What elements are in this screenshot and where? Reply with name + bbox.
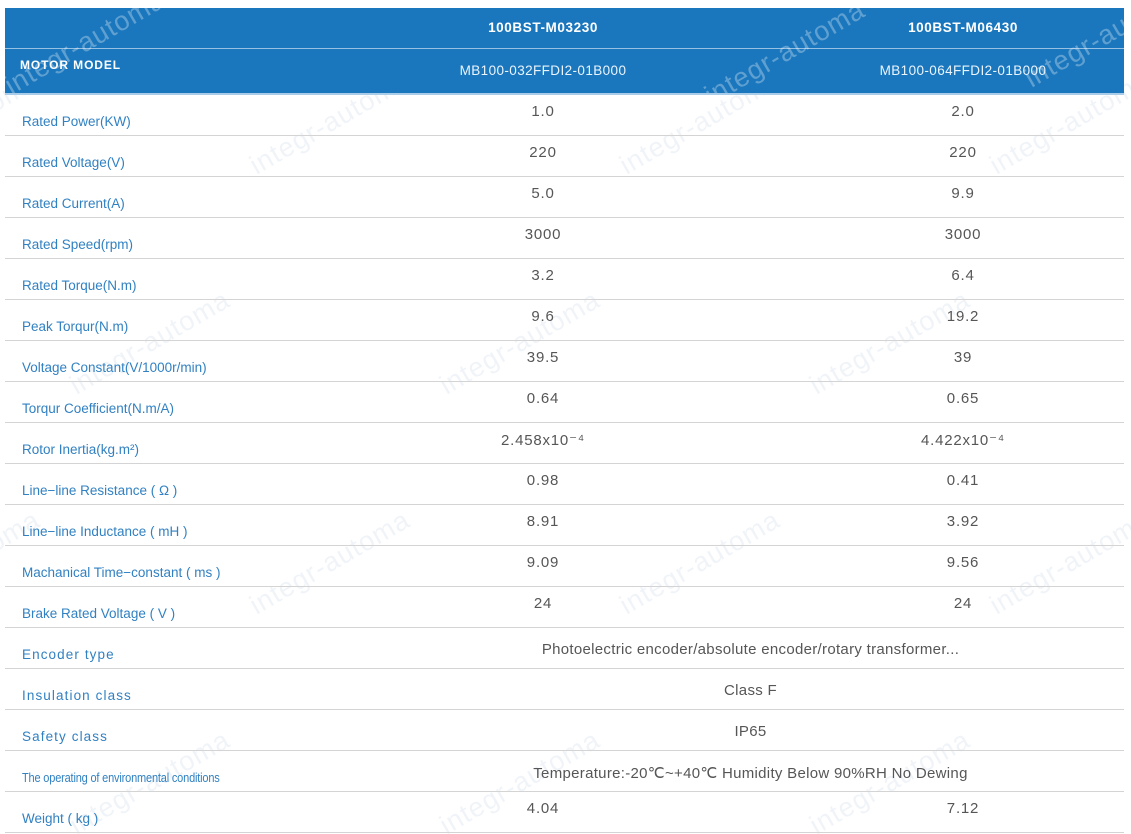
header-model-1: 100BST-M03230 xyxy=(488,20,598,35)
row-label: Brake Rated Voltage ( V ) xyxy=(22,606,176,621)
cell-value: 4.04 xyxy=(526,800,560,817)
row-label: Rated Current(A) xyxy=(22,196,125,211)
cell-value: 39 xyxy=(953,349,973,366)
cell-value: 3.92 xyxy=(946,513,980,530)
row-label: Rated Speed(rpm) xyxy=(22,237,134,252)
spec-rows: Rated Power(KW) 1.0 2.0 Rated Voltage(V) 220… xyxy=(5,95,1124,833)
table-row: Machanical Time−constant ( ms ) 9.09 9.56 xyxy=(5,546,1124,587)
cell-value: 8.91 xyxy=(526,513,560,530)
row-label: Encoder type xyxy=(22,647,115,662)
cell-value: 39.5 xyxy=(526,349,560,366)
cell-value: 220 xyxy=(949,144,977,161)
row-label: Rated Voltage(V) xyxy=(22,155,125,170)
row-label: Rated Torque(N.m) xyxy=(22,278,137,293)
table-row: Peak Torqur(N.m) 9.6 19.2 xyxy=(5,300,1124,341)
motor-model-label: MOTOR MODEL xyxy=(20,58,122,72)
cell-value: 1.0 xyxy=(531,103,555,120)
row-label: Insulation class xyxy=(22,688,132,703)
cell-value-span: Photoelectric encoder/absolute encoder/r… xyxy=(541,641,960,658)
table-row: Torqur Coefficient(N.m/A) 0.64 0.65 xyxy=(5,382,1124,423)
row-label: The operating of environmental condition… xyxy=(22,771,220,785)
cell-value: 19.2 xyxy=(946,308,980,325)
table-row: Rated Speed(rpm) 3000 3000 xyxy=(5,218,1124,259)
cell-value-span: Class F xyxy=(724,682,777,699)
table-row: Voltage Constant(V/1000r/min) 39.5 39 xyxy=(5,341,1124,382)
row-label: Safety class xyxy=(22,729,108,744)
header-divider xyxy=(5,48,1124,49)
cell-value: 0.64 xyxy=(526,390,560,407)
row-label: Line−line Inductance ( mH ) xyxy=(22,524,188,539)
table-row: Rated Power(KW) 1.0 2.0 xyxy=(5,95,1124,136)
cell-value: 0.65 xyxy=(946,390,980,407)
cell-value: 3000 xyxy=(524,226,562,243)
table-row: Safety class IP65 xyxy=(5,710,1124,751)
row-label: Rated Power(KW) xyxy=(22,114,131,129)
cell-value: 9.09 xyxy=(526,554,560,571)
watermark-text: integr-automa xyxy=(5,8,171,93)
row-label: Torqur Coefficient(N.m/A) xyxy=(22,401,175,416)
row-label: Machanical Time−constant ( ms ) xyxy=(22,565,221,580)
header-part-1: MB100-032FFDI2-01B000 xyxy=(459,63,627,78)
table-row: The operating of environmental condition… xyxy=(5,751,1124,792)
row-label: Voltage Constant(V/1000r/min) xyxy=(22,360,207,375)
cell-value: 3.2 xyxy=(531,267,555,284)
cell-value: 2.458x10⁻⁴ xyxy=(500,432,586,449)
cell-value: 3000 xyxy=(944,226,982,243)
cell-value: 9.9 xyxy=(951,185,975,202)
table-header: 100BST-M03230 100BST-M06430 MB100-032FFD… xyxy=(5,8,1124,95)
cell-value: 4.422x10⁻⁴ xyxy=(920,432,1006,449)
cell-value: 0.41 xyxy=(946,472,980,489)
header-model-2: 100BST-M06430 xyxy=(908,20,1018,35)
table-row: Rated Current(A) 5.0 9.9 xyxy=(5,177,1124,218)
cell-value: 9.56 xyxy=(946,554,980,571)
cell-value: 6.4 xyxy=(951,267,975,284)
cell-value-span: Temperature:-20℃~+40℃ Humidity Below 90%… xyxy=(533,765,968,782)
table-row: Weight ( kg ) 4.04 7.12 xyxy=(5,792,1124,833)
table-row: Rotor Inertia(kg.m²) 2.458x10⁻⁴ 4.422x10⁻⁴ xyxy=(5,423,1124,464)
row-label: Line−line Resistance ( Ω ) xyxy=(22,483,178,498)
table-row: Line−line Resistance ( Ω ) 0.98 0.41 xyxy=(5,464,1124,505)
table-row: Brake Rated Voltage ( V ) 24 24 xyxy=(5,587,1124,628)
cell-value-span: IP65 xyxy=(734,723,767,740)
cell-value: 5.0 xyxy=(531,185,555,202)
row-label: Peak Torqur(N.m) xyxy=(22,319,129,334)
cell-value: 2.0 xyxy=(951,103,975,120)
table-row: Rated Torque(N.m) 3.2 6.4 xyxy=(5,259,1124,300)
table-row: Insulation class Class F xyxy=(5,669,1124,710)
cell-value: 9.6 xyxy=(531,308,555,325)
cell-value: 24 xyxy=(953,595,973,612)
row-label: Rotor Inertia(kg.m²) xyxy=(22,442,140,457)
cell-value: 0.98 xyxy=(526,472,560,489)
table-row: Line−line Inductance ( mH ) 8.91 3.92 xyxy=(5,505,1124,546)
cell-value: 7.12 xyxy=(946,800,980,817)
table-row: Encoder type Photoelectric encoder/absolu… xyxy=(5,628,1124,669)
cell-value: 24 xyxy=(533,595,553,612)
cell-value: 220 xyxy=(529,144,557,161)
table-row: Rated Voltage(V) 220 220 xyxy=(5,136,1124,177)
row-label: Weight ( kg ) xyxy=(22,811,99,826)
header-part-2: MB100-064FFDI2-01B000 xyxy=(879,63,1047,78)
